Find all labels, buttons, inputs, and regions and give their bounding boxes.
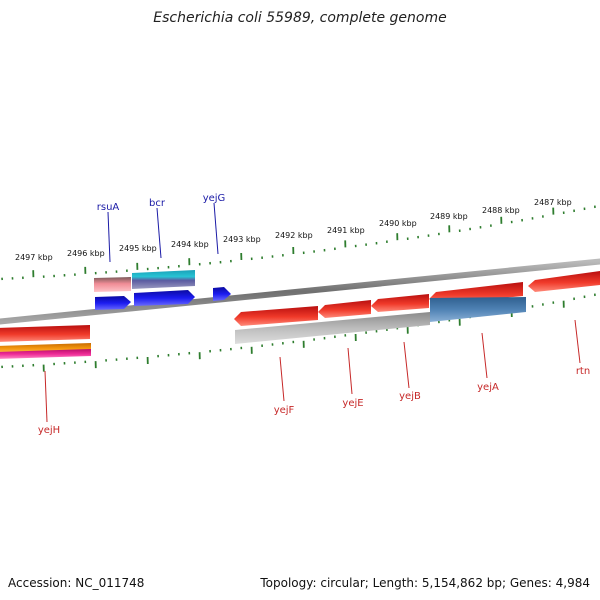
kbp-label: 2496 kbp (67, 249, 105, 258)
yejA-steel-band[interactable] (430, 297, 526, 322)
kbp-label: 2491 kbp (327, 226, 365, 235)
genome-summary: Topology: circular; Length: 5,154,862 bp… (260, 576, 590, 590)
kbp-label: 2494 kbp (171, 240, 209, 249)
bcr-connector (156, 207, 162, 259)
gene-label-yejH[interactable]: yejH (38, 425, 60, 436)
kbp-label: 2495 kbp (119, 244, 157, 253)
yejE-gene-arrow[interactable] (318, 300, 371, 318)
gene-label-yejF[interactable]: yejF (274, 405, 295, 416)
rsuA-feature[interactable] (94, 277, 131, 292)
kbp-label: 2487 kbp (534, 198, 572, 207)
yejE-connector (347, 347, 353, 395)
gene-label-rsuA[interactable]: rsuA (97, 202, 120, 213)
kbp-label: 2490 kbp (379, 219, 417, 228)
rtn-gene-arrow[interactable] (528, 271, 600, 292)
yejH-magenta-band[interactable] (0, 349, 91, 359)
gene-label-yejB[interactable]: yejB (399, 391, 421, 402)
yejH-left-block[interactable] (0, 325, 90, 342)
map-title: Escherichia coli 55989, complete genome (153, 10, 447, 26)
label-connectors (44, 202, 581, 423)
kbp-labels: 2497 kbp 2496 kbp 2495 kbp 2494 kbp 2493… (15, 198, 572, 262)
yejB-gene-arrow[interactable] (371, 294, 429, 312)
yejA-connector (481, 332, 488, 379)
genome-backbone (0, 258, 600, 325)
yejF-gene-arrow[interactable] (234, 306, 318, 326)
bcr-feature[interactable] (132, 270, 195, 289)
accession-label: Accession: NC_011748 (8, 576, 145, 590)
kbp-label: 2489 kbp (430, 212, 468, 221)
gene-label-yejE[interactable]: yejE (342, 398, 363, 409)
gene-labels: rsuA bcr yejG yejH yejF yejE yejB yejA r… (38, 193, 590, 436)
yejF-yejB-grey-band[interactable] (235, 312, 430, 344)
gene-label-bcr[interactable]: bcr (149, 198, 166, 209)
yejF-connector (279, 356, 285, 402)
rsuA-connector (107, 211, 111, 263)
yejG-connector (213, 202, 219, 255)
kbp-label: 2488 kbp (482, 206, 520, 215)
kbp-label: 2493 kbp (223, 235, 261, 244)
yejG-gene-arrow[interactable] (213, 287, 231, 301)
rtn-connector (574, 319, 581, 364)
gene-label-yejG[interactable]: yejG (203, 193, 226, 204)
yejB-connector (403, 341, 410, 389)
rsuA-gene-arrow[interactable] (95, 296, 131, 310)
kbp-label: 2492 kbp (275, 231, 313, 240)
forward-features (94, 270, 231, 310)
bcr-gene-arrow[interactable] (134, 290, 195, 306)
reverse-features (0, 271, 600, 359)
lower-scale-ring (1, 293, 596, 372)
upper-scale-ring (1, 205, 596, 281)
yejH-connector (44, 370, 48, 423)
kbp-label: 2497 kbp (15, 253, 53, 262)
gene-label-yejA[interactable]: yejA (477, 382, 499, 393)
gene-label-rtn[interactable]: rtn (576, 366, 590, 377)
